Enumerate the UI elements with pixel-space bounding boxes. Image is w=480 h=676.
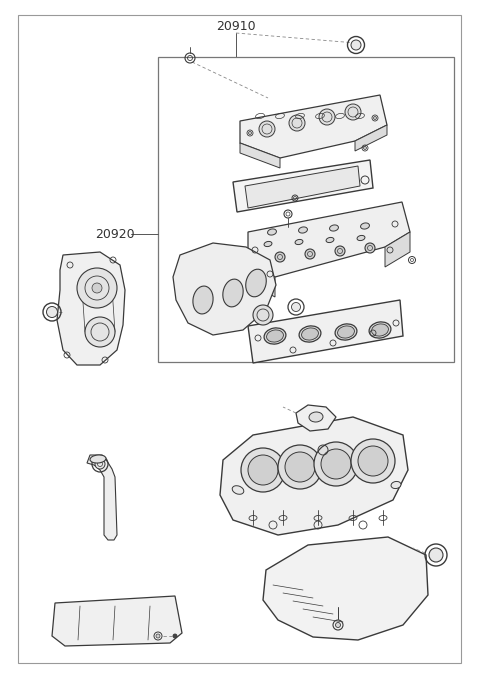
Circle shape bbox=[314, 442, 358, 486]
Text: 20920: 20920 bbox=[95, 228, 134, 241]
Ellipse shape bbox=[264, 241, 272, 247]
Ellipse shape bbox=[326, 237, 334, 243]
Circle shape bbox=[249, 132, 252, 135]
Circle shape bbox=[278, 445, 322, 489]
Ellipse shape bbox=[360, 223, 370, 229]
Circle shape bbox=[373, 116, 376, 120]
Text: 20910: 20910 bbox=[216, 20, 256, 34]
PathPatch shape bbox=[87, 455, 117, 540]
Circle shape bbox=[156, 634, 160, 638]
PathPatch shape bbox=[296, 405, 336, 431]
Circle shape bbox=[335, 246, 345, 256]
Circle shape bbox=[173, 634, 177, 638]
Ellipse shape bbox=[246, 269, 266, 297]
PathPatch shape bbox=[355, 125, 387, 151]
Circle shape bbox=[358, 446, 388, 476]
PathPatch shape bbox=[57, 252, 125, 365]
Ellipse shape bbox=[372, 324, 388, 336]
Circle shape bbox=[259, 121, 275, 137]
Circle shape bbox=[365, 243, 375, 253]
Circle shape bbox=[47, 306, 58, 318]
Circle shape bbox=[291, 302, 300, 312]
Circle shape bbox=[85, 317, 115, 347]
Ellipse shape bbox=[335, 324, 357, 340]
Circle shape bbox=[92, 283, 102, 293]
Circle shape bbox=[345, 104, 361, 120]
PathPatch shape bbox=[245, 166, 360, 208]
Circle shape bbox=[275, 252, 285, 262]
Bar bbox=[158, 57, 454, 362]
Circle shape bbox=[95, 459, 105, 469]
Circle shape bbox=[241, 448, 285, 492]
Circle shape bbox=[319, 109, 335, 125]
Ellipse shape bbox=[90, 455, 106, 463]
Ellipse shape bbox=[357, 235, 365, 241]
Circle shape bbox=[253, 305, 273, 325]
Circle shape bbox=[351, 40, 361, 50]
PathPatch shape bbox=[248, 262, 275, 297]
PathPatch shape bbox=[240, 95, 387, 158]
Ellipse shape bbox=[337, 326, 354, 338]
PathPatch shape bbox=[248, 202, 410, 277]
Circle shape bbox=[321, 449, 351, 479]
Ellipse shape bbox=[330, 225, 338, 231]
Circle shape bbox=[336, 623, 340, 627]
Ellipse shape bbox=[391, 481, 401, 489]
Ellipse shape bbox=[193, 286, 213, 314]
Circle shape bbox=[305, 249, 315, 259]
Circle shape bbox=[248, 455, 278, 485]
Ellipse shape bbox=[369, 322, 391, 338]
Circle shape bbox=[77, 268, 117, 308]
Ellipse shape bbox=[223, 279, 243, 307]
Circle shape bbox=[285, 452, 315, 482]
PathPatch shape bbox=[52, 596, 182, 646]
Circle shape bbox=[351, 439, 395, 483]
PathPatch shape bbox=[248, 300, 403, 363]
Ellipse shape bbox=[309, 412, 323, 422]
Ellipse shape bbox=[266, 330, 283, 342]
PathPatch shape bbox=[385, 232, 410, 267]
PathPatch shape bbox=[240, 143, 280, 168]
Ellipse shape bbox=[267, 229, 276, 235]
Ellipse shape bbox=[264, 328, 286, 344]
PathPatch shape bbox=[233, 160, 373, 212]
PathPatch shape bbox=[173, 243, 276, 335]
Ellipse shape bbox=[295, 239, 303, 245]
Circle shape bbox=[289, 115, 305, 131]
Circle shape bbox=[363, 147, 367, 149]
Ellipse shape bbox=[301, 328, 318, 340]
PathPatch shape bbox=[263, 537, 428, 640]
Ellipse shape bbox=[299, 326, 321, 342]
Ellipse shape bbox=[232, 486, 244, 494]
PathPatch shape bbox=[220, 417, 408, 535]
Ellipse shape bbox=[299, 227, 308, 233]
Circle shape bbox=[429, 548, 443, 562]
